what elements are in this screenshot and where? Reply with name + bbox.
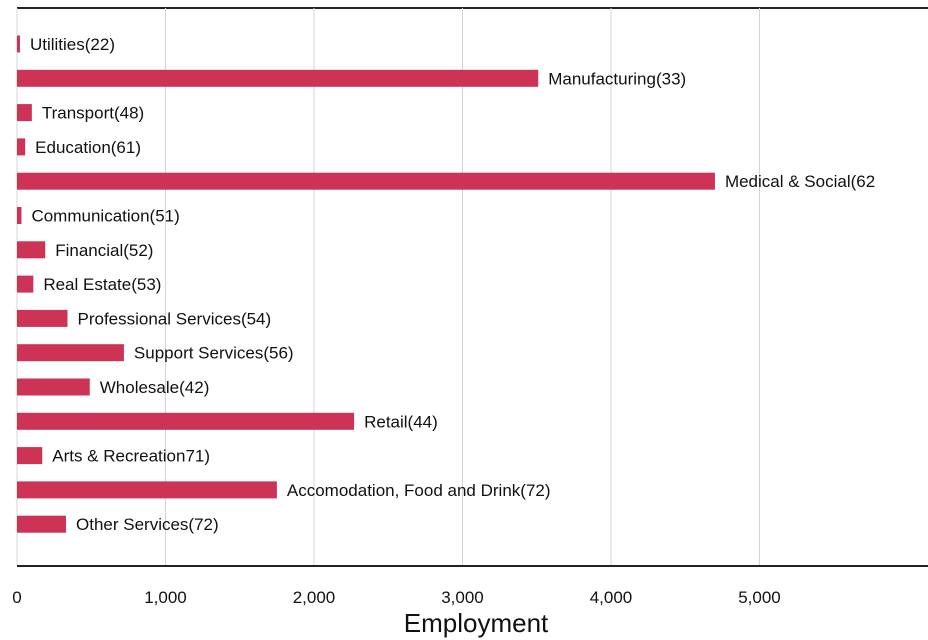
bar-label: Real Estate(53) xyxy=(43,275,161,294)
bar xyxy=(17,378,90,396)
bar-label: Utilities(22) xyxy=(30,35,115,54)
bar xyxy=(17,412,355,430)
bar xyxy=(17,241,46,259)
bar-label: Other Services(72) xyxy=(76,515,219,534)
bar-label: Professional Services(54) xyxy=(77,309,271,328)
bar xyxy=(17,309,68,327)
bar-label: Arts & Recreation71) xyxy=(52,447,210,466)
bar-label: Wholesale(42) xyxy=(100,378,210,397)
bar xyxy=(17,35,20,53)
x-tick-label: 4,000 xyxy=(590,588,633,607)
bar xyxy=(17,207,22,224)
bar-label: Communication(51) xyxy=(31,207,179,226)
bar xyxy=(17,104,32,122)
gridlines xyxy=(16,7,928,566)
x-tick-label: 5,000 xyxy=(738,588,781,607)
bar-label: Transport(48) xyxy=(42,104,144,123)
bar-label: Accomodation, Food and Drink(72) xyxy=(287,481,551,500)
x-tick-label: 2,000 xyxy=(293,588,336,607)
bar-label: Manufacturing(33) xyxy=(548,69,686,88)
bar xyxy=(17,172,715,190)
bar xyxy=(17,138,26,156)
bar xyxy=(17,275,34,293)
bar-label: Retail(44) xyxy=(364,412,438,431)
bar-label: Financial(52) xyxy=(55,241,153,260)
bar xyxy=(17,515,67,533)
bar xyxy=(17,344,124,362)
bar-label: Medical & Social(62 xyxy=(725,172,875,191)
bar xyxy=(17,69,539,87)
x-tick-label: 3,000 xyxy=(441,588,484,607)
x-axis-title: Employment xyxy=(404,608,549,638)
bar xyxy=(17,481,277,499)
bars xyxy=(17,35,715,533)
x-tick-label: 1,000 xyxy=(144,588,187,607)
bar-label: Support Services(56) xyxy=(134,344,294,363)
x-axis: 0 1,000 2,000 3,000 4,000 5,000 xyxy=(12,565,928,607)
bar-label: Education(61) xyxy=(35,138,141,157)
bar xyxy=(17,447,43,465)
x-tick-label: 0 xyxy=(12,588,21,607)
bar-labels: Utilities(22) Manufacturing(33) Transport(… xyxy=(30,35,875,534)
